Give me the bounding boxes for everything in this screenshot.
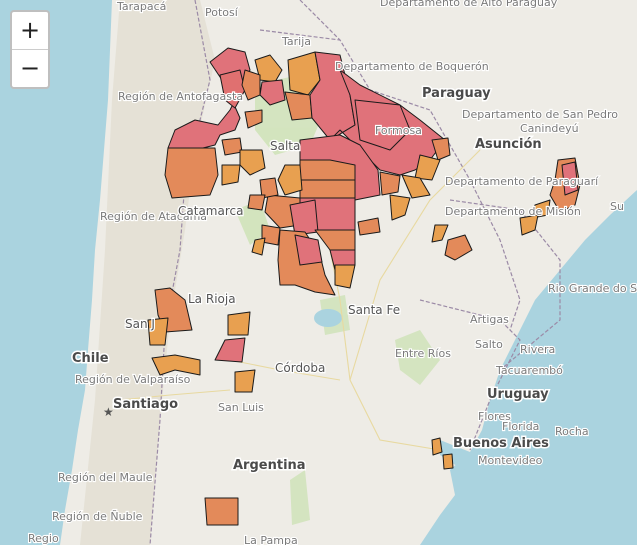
region-polygon: [164, 147, 219, 199]
region-polygon: [259, 177, 279, 199]
region-polygon: [204, 497, 239, 526]
map-label: Paraguay: [422, 86, 491, 101]
map-label: Regio: [28, 532, 59, 545]
map-label: Su: [610, 200, 624, 213]
map-label: Artigas: [470, 313, 509, 326]
zoom-out-button[interactable]: −: [12, 49, 48, 87]
map-label: Santiago: [113, 397, 178, 412]
region-polygon: [414, 154, 441, 181]
region-polygon: [289, 199, 319, 236]
map-label: San Luis: [218, 401, 264, 414]
map-label: Chile: [72, 351, 109, 366]
region-polygon: [227, 311, 251, 336]
region-polygon: [442, 453, 454, 470]
region-polygon: [444, 234, 473, 261]
map-label: Uruguay: [487, 387, 549, 402]
santiago-capital-marker: ★: [103, 405, 114, 419]
map-label: La Rioja: [188, 292, 236, 306]
map-label: Entre Ríos: [395, 347, 451, 360]
map-label: Argentina: [233, 458, 306, 473]
region-polygon: [261, 224, 281, 246]
map-label: Flores: [478, 410, 511, 423]
map-label: Región de Ñuble: [52, 510, 143, 523]
region-polygon: [214, 337, 246, 363]
country-borders: [149, 0, 561, 545]
map-label: Salto: [475, 338, 503, 351]
region-polygon: [241, 69, 261, 101]
map-label: Región de Valparaíso: [75, 373, 191, 386]
map-label: Potosí: [205, 6, 239, 19]
region-polygon: [259, 79, 286, 106]
region-polygon: [431, 437, 443, 456]
region-polygon: [147, 317, 169, 346]
map-label: Canindeyú: [520, 122, 579, 135]
map-label: Santa Fe: [348, 303, 400, 317]
map-label: Región de Antofagasta: [118, 90, 243, 103]
map-label: Departamento de Misión: [445, 205, 581, 218]
region-polygon: [247, 194, 266, 211]
region-polygon: [219, 69, 246, 109]
map-label: Tacuarembó: [495, 364, 563, 377]
zoom-control: + −: [10, 10, 50, 89]
region-polygon: [379, 171, 401, 196]
map-label: La Pampa: [244, 534, 298, 545]
river-plate-estuary: [440, 440, 520, 490]
region-polygon: [221, 164, 241, 186]
map-label: San J: [125, 317, 155, 331]
map-label: Tarapacá: [116, 0, 166, 13]
map-label: Departamento de San Pedro: [462, 108, 618, 121]
map-labels: Tarapacá Potosí Departamento de Alto Par…: [27, 0, 637, 545]
zoom-in-button[interactable]: +: [19, 16, 41, 44]
region-polygon: [519, 214, 539, 236]
region-polygon: [431, 137, 451, 161]
region-polygon: [277, 164, 303, 196]
map-label: Región del Maule: [58, 471, 153, 484]
map-label: Catamarca: [178, 204, 243, 218]
region-polygon: [264, 194, 301, 229]
region-polygon: [531, 199, 551, 219]
map-label: Córdoba: [275, 361, 325, 375]
map-label: Departamento de Paraguarí: [445, 175, 599, 188]
region-polygon: [221, 137, 243, 156]
region-polygon: [401, 174, 431, 199]
region-polygon: [287, 51, 321, 96]
region-polygon: [234, 369, 256, 393]
choropleth-regions: [147, 47, 581, 526]
region-polygon: [357, 217, 381, 236]
map-label: Región de Atacama: [100, 210, 207, 223]
map-label: Tarija: [281, 35, 311, 48]
map-label: Florida: [502, 420, 539, 433]
region-polygon: [561, 161, 579, 196]
map-label: Departamento de Alto Paraguay: [380, 0, 558, 9]
lagoon-mar-chiquita: [314, 309, 342, 327]
map-label: Rocha: [555, 425, 589, 438]
atlantic-ocean-east: [470, 420, 637, 545]
map-label: Departamento de Boquerón: [335, 60, 489, 73]
map-label: Buenos Aires: [453, 436, 549, 451]
map-label: Rio Grande do Sul: [548, 282, 637, 295]
map-label: Rivera: [520, 343, 555, 356]
map-label: Salta: [270, 139, 300, 153]
region-polygon: [334, 264, 356, 289]
map-label: Asunción: [475, 137, 542, 152]
map-label: Formosa: [375, 124, 422, 137]
region-polygon: [244, 109, 263, 129]
region-polygon: [151, 354, 201, 376]
region-polygon: [294, 234, 323, 266]
region-polygon: [251, 237, 266, 256]
region-polygon: [299, 159, 356, 183]
region-polygon: [239, 149, 266, 176]
region-polygon: [431, 224, 449, 243]
region-polygon: [389, 194, 411, 221]
region-polygon: [299, 179, 356, 199]
map-label: Montevideo: [478, 454, 543, 467]
region-polygon: [354, 99, 411, 151]
